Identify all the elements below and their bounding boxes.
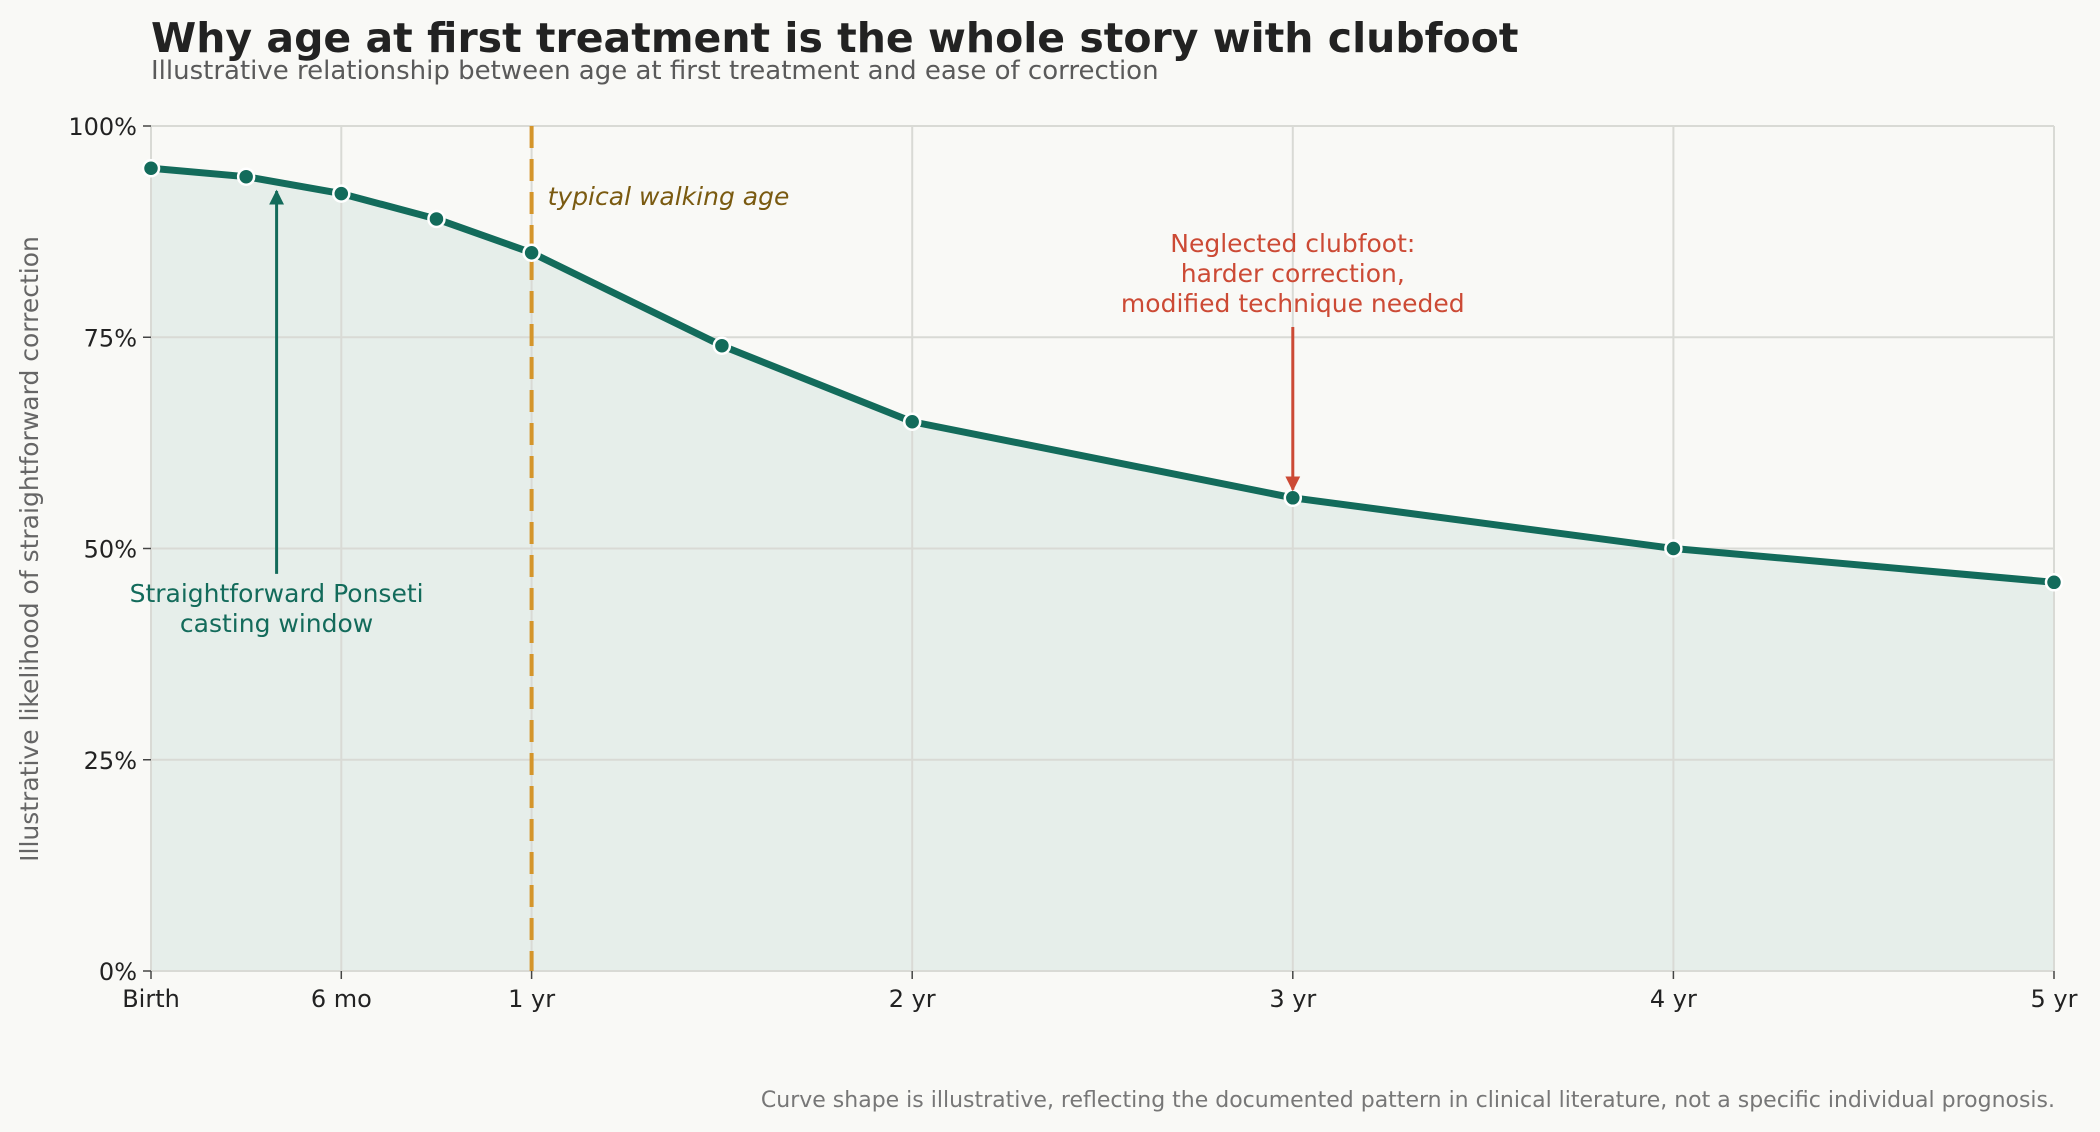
series-line [147,164,2058,586]
data-point [1283,488,1303,508]
y-tick-label: 75% [84,324,137,352]
data-point [236,167,256,186]
chart-subtitle: Illustrative relationship between age at… [151,56,1159,86]
neglected-annotation-text: modified technique needed [1121,289,1465,318]
y-tick-label: 100% [68,113,137,141]
x-tick-label: 2 yr [889,985,936,1013]
x-tick-label: Birth [122,985,180,1013]
data-point [522,243,541,262]
footnote: Curve shape is illustrative, reflecting … [761,1088,2055,1113]
y-tick-label: 25% [84,747,137,775]
y-tick-label: 50% [84,536,137,564]
x-tick-label: 5 yr [2031,985,2078,1013]
x-tick-label: 3 yr [1269,985,1316,1013]
ponseti-annotation-text: Straightforward Ponseti [130,579,424,608]
data-point [427,209,446,229]
x-tick-label: 4 yr [1650,985,1697,1013]
neglected-annotation-text: Neglected clubfoot: [1170,229,1415,258]
data-point [902,412,922,431]
data-point [141,159,161,178]
y-tick-label: 0% [99,958,137,986]
tick-layer: Birth 6 mo 1 yr 2 yr 3 yr 4 yr 5 yr 0% 25% 50% 75%… [68,113,2077,1013]
x-tick-label: 6 mo [311,985,372,1013]
data-point [712,336,732,355]
neglected-annotation-text: harder correction, [1181,259,1405,288]
reference-layer: typical walking age [529,126,790,971]
area-layer [151,168,2054,971]
walking-age-label: typical walking age [548,182,790,211]
line-layer [141,159,2064,592]
x-tick-label: 1 yr [508,985,555,1013]
series-area [151,168,2054,971]
data-point [1664,539,1683,558]
data-point [2044,573,2064,592]
ponseti-annotation-text: casting window [180,609,373,638]
y-axis-label: Illustrative likelihood of straightforwa… [15,236,44,862]
data-point [332,184,351,203]
chart-title: Why age at first treatment is the whole … [151,14,1518,62]
